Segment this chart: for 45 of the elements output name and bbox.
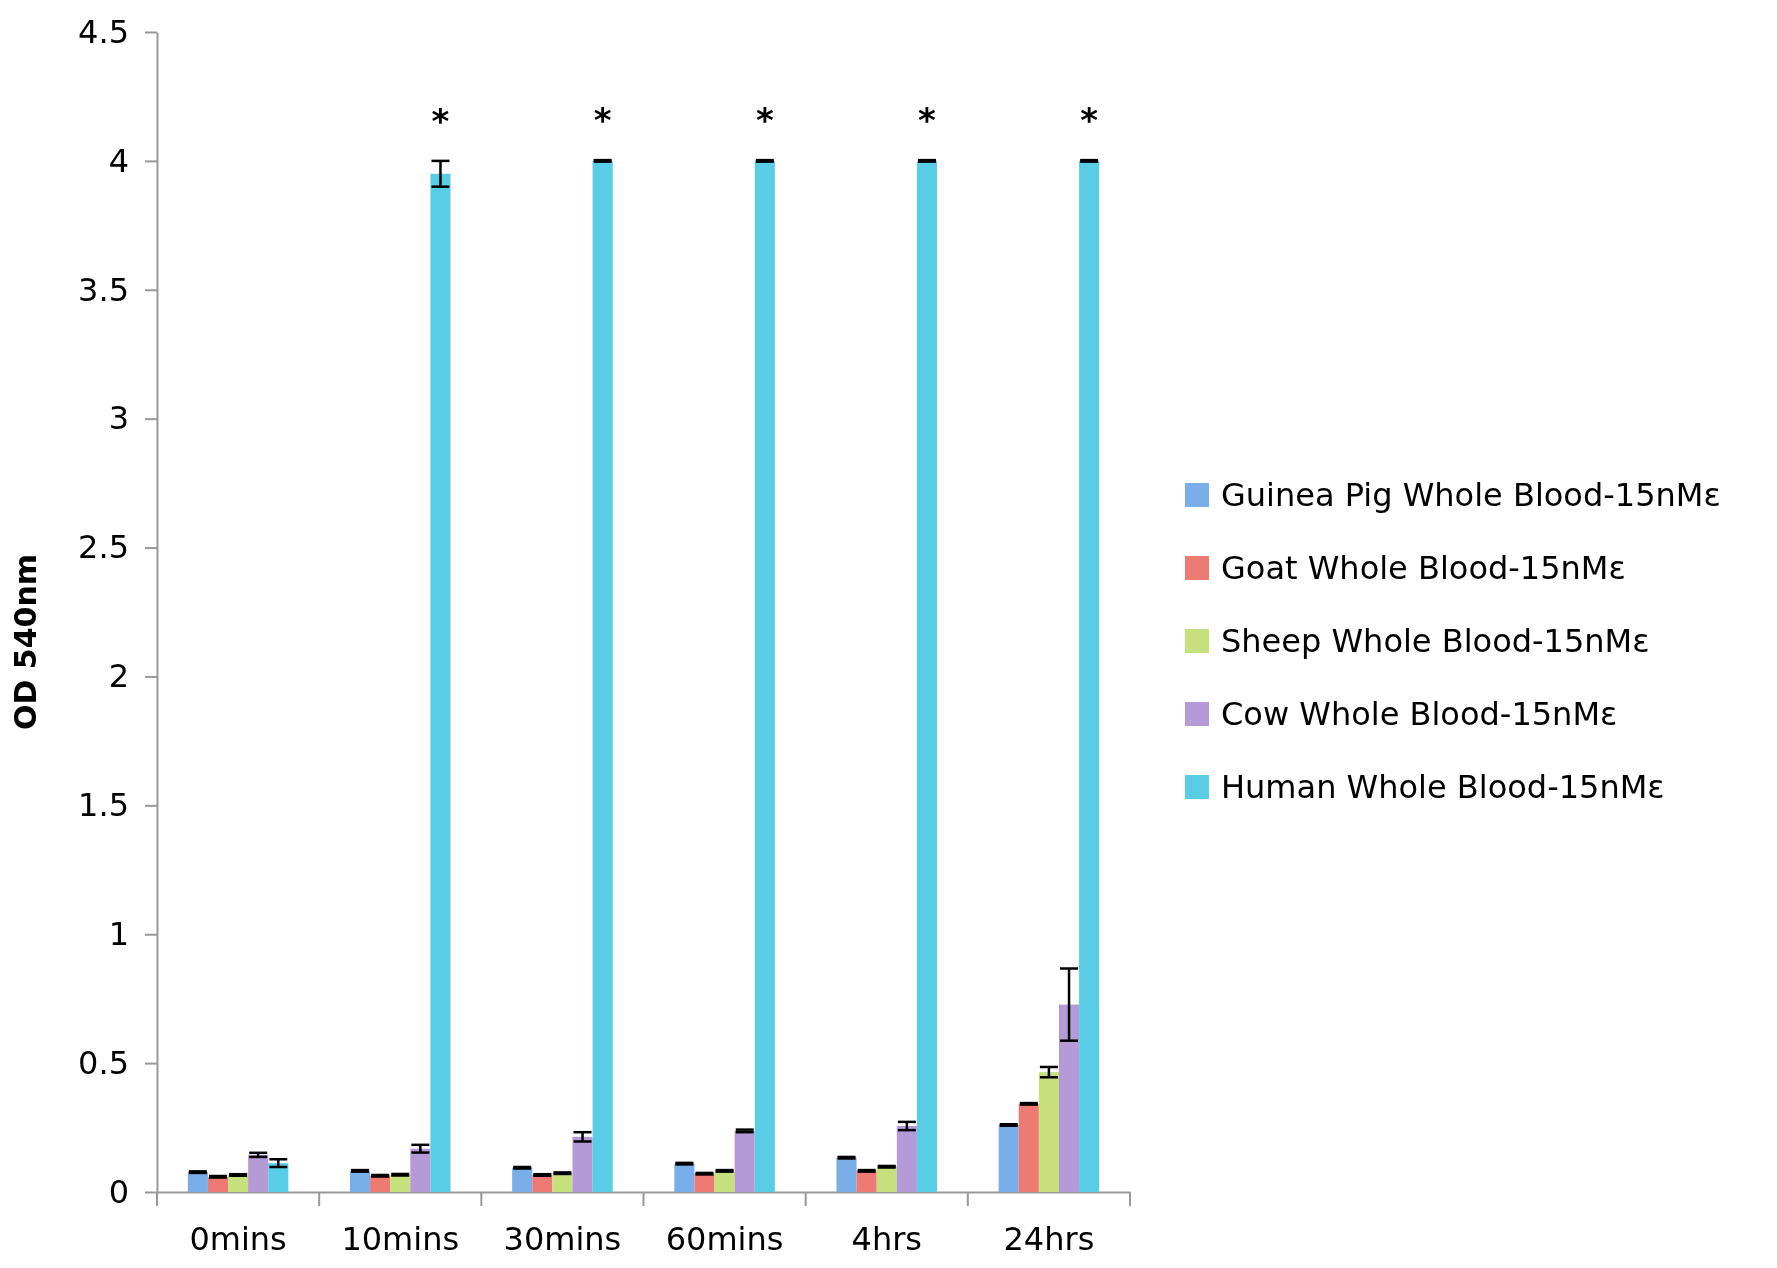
x-tick-label: 60mins — [665, 1220, 784, 1258]
y-tick-label: 0 — [108, 1172, 129, 1211]
legend-label: Guinea Pig Whole Blood-15nMε — [1221, 476, 1721, 514]
bar — [754, 160, 775, 1192]
annotation: * — [593, 100, 612, 141]
bar — [572, 1136, 593, 1192]
annotation: * — [1080, 100, 1099, 141]
bar — [1058, 1004, 1080, 1192]
bar — [268, 1163, 289, 1192]
bar — [1079, 160, 1100, 1192]
y-tick-label: 1.5 — [78, 786, 129, 825]
y-tick-label: 3 — [108, 399, 129, 438]
bar — [410, 1148, 431, 1192]
bar — [896, 1126, 917, 1192]
bar — [1018, 1103, 1039, 1192]
legend-label: Cow Whole Blood-15nMε — [1221, 695, 1618, 733]
legend-label: Human Whole Blood-15nMε — [1221, 768, 1665, 806]
bar — [592, 160, 613, 1192]
x-tick-label: 0mins — [189, 1220, 287, 1258]
y-tick-label: 0.5 — [78, 1043, 129, 1082]
x-tick-label: 24hrs — [1003, 1220, 1095, 1258]
bar — [998, 1124, 1019, 1192]
annotation: * — [755, 100, 774, 141]
annotation: * — [918, 100, 937, 141]
x-tick-label: 4hrs — [851, 1220, 922, 1258]
y-tick-label: 2.5 — [78, 528, 129, 567]
bar — [836, 1157, 857, 1192]
bar — [248, 1154, 269, 1192]
bar — [734, 1130, 755, 1192]
annotation: * — [431, 100, 450, 141]
bar — [430, 173, 451, 1192]
bar — [674, 1163, 695, 1192]
x-tick-label: 30mins — [503, 1220, 622, 1258]
x-tick-label: 10mins — [341, 1220, 460, 1258]
bar — [916, 160, 938, 1192]
legend-label: Goat Whole Blood-15nMε — [1221, 549, 1626, 587]
y-tick-label: 1 — [108, 914, 129, 953]
y-tick-label: 4 — [108, 141, 129, 180]
bar — [512, 1167, 533, 1192]
legend-label: Sheep Whole Blood-15nMε — [1221, 622, 1650, 660]
y-tick-label: 4.5 — [78, 12, 129, 51]
y-tick-label: 2 — [108, 657, 129, 696]
bar — [1038, 1072, 1059, 1192]
y-axis-title: OD 540nm — [8, 553, 43, 731]
y-tick-label: 3.5 — [78, 270, 129, 309]
